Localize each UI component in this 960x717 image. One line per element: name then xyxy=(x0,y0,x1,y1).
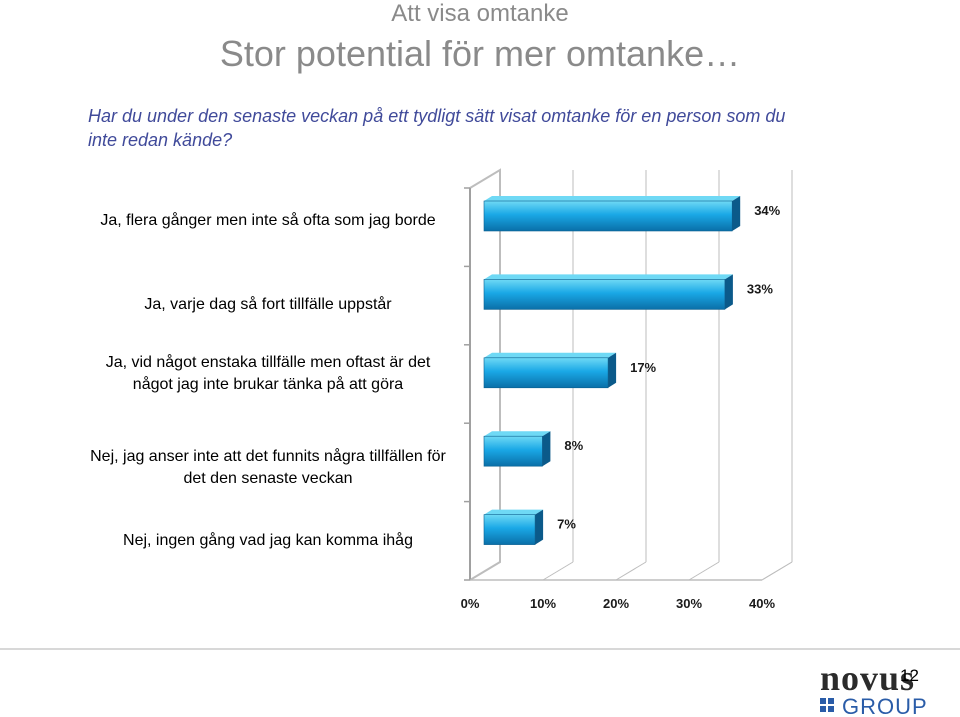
chart-x-ticks: 0% 10% 20% 30% 40% xyxy=(461,596,776,611)
data-label: 33% xyxy=(747,281,773,296)
bar-side xyxy=(608,352,617,388)
bar xyxy=(483,357,609,389)
bar xyxy=(483,279,726,310)
floor-gridline xyxy=(542,561,574,581)
bar-top xyxy=(484,509,544,515)
logo-text-top: novus xyxy=(820,660,915,698)
category-label: Nej, jag anser inte att det funnits någr… xyxy=(90,448,446,487)
data-label: 8% xyxy=(564,438,583,453)
slide-title: Stor potential för mer omtanke… xyxy=(219,33,741,74)
chart-bars xyxy=(483,196,741,545)
data-label: 7% xyxy=(557,517,576,532)
data-label: 34% xyxy=(754,203,780,218)
chart-data-labels: 34% 33% 17% 8% 7% xyxy=(557,203,781,532)
category-label: Nej, ingen gång vad jag kan komma ihåg xyxy=(123,532,413,549)
x-tick-label: 30% xyxy=(676,596,702,611)
bar-top xyxy=(484,196,741,201)
data-label: 17% xyxy=(630,360,656,375)
bar xyxy=(483,514,536,545)
bar-side xyxy=(724,274,733,310)
category-label: Ja, vid något enstaka tillfälle men ofta… xyxy=(105,354,431,393)
chart-frame xyxy=(464,168,793,581)
bar-chart: 34% 33% 17% 8% 7% 0% 10% 20% 30% 40% xyxy=(461,168,793,611)
bar-side xyxy=(732,196,741,231)
x-tick-label: 40% xyxy=(749,596,775,611)
bar-top xyxy=(484,274,733,280)
bar-side xyxy=(535,509,544,545)
category-label: Ja, varje dag så fort tillfälle uppstår xyxy=(144,296,392,313)
logo-text-bottom: GROUP xyxy=(842,694,928,716)
bottom-divider xyxy=(0,648,960,650)
floor-gridline xyxy=(615,561,647,581)
question-text: Har du under den senaste veckan på ett t… xyxy=(88,106,786,150)
category-label: Ja, flera gånger men inte så ofta som ja… xyxy=(100,212,436,229)
page-number: 12 xyxy=(900,666,919,685)
slide-subtitle: Att visa omtanke xyxy=(391,0,569,27)
floor-edge xyxy=(761,561,793,581)
bar-top xyxy=(484,352,617,358)
bar xyxy=(483,435,543,467)
floor-gridline xyxy=(688,561,720,581)
bar xyxy=(483,200,733,232)
x-tick-label: 20% xyxy=(603,596,629,611)
bar-side xyxy=(542,431,551,467)
novus-logo: novus GROUP xyxy=(820,660,928,716)
bar-top xyxy=(484,431,551,437)
logo-squares-icon xyxy=(820,698,834,712)
x-tick-label: 10% xyxy=(530,596,556,611)
x-tick-label: 0% xyxy=(461,596,480,611)
